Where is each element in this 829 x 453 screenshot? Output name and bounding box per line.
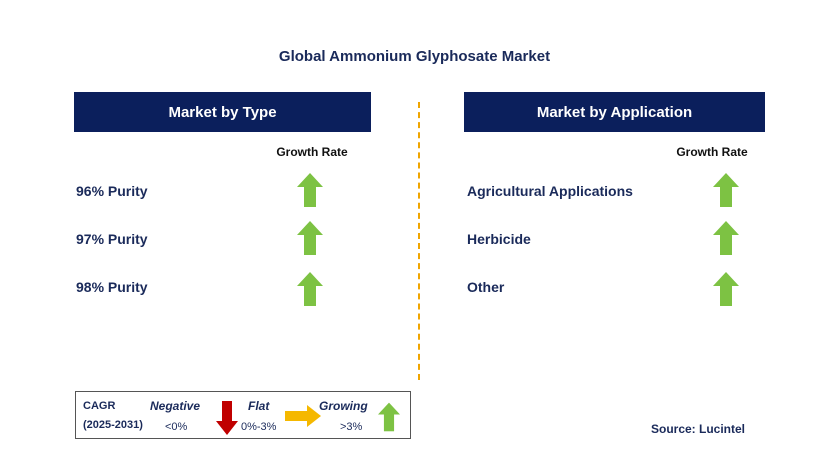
market-by-application-header: Market by Application [464,92,765,132]
arrow-up-icon [713,221,739,255]
application-item-agricultural: Agricultural Applications [467,183,633,199]
chart-title: Global Ammonium Glyphosate Market [278,48,551,65]
application-item-other: Other [467,279,505,295]
arrow-right-icon [285,405,321,427]
arrow-up-icon [297,272,323,306]
type-item-96-purity: 96% Purity [76,183,148,199]
arrow-up-icon [378,401,400,433]
market-by-type-header: Market by Type [74,92,371,132]
type-item-97-purity: 97% Purity [76,231,148,247]
arrow-up-icon [297,221,323,255]
legend-flat-range: 0%-3% [241,421,277,433]
application-item-herbicide: Herbicide [467,231,531,247]
arrow-up-icon [713,272,739,306]
legend-growing-range: >3% [340,421,363,433]
legend-negative-range: <0% [165,421,188,433]
arrow-down-icon [216,401,238,435]
legend-flat-label: Flat [248,399,270,413]
legend-negative-label: Negative [150,399,201,413]
left-growth-rate-label: Growth Rate [276,145,348,159]
right-growth-rate-label: Growth Rate [676,145,748,159]
legend-period: (2025-2031) [83,419,143,431]
panel-divider [418,102,420,380]
arrow-up-icon [713,173,739,207]
arrow-up-icon [297,173,323,207]
legend-growing-label: Growing [319,399,368,413]
cagr-legend: CAGR (2025-2031) Negative <0% Flat 0%-3%… [75,391,411,439]
source-label: Source: Lucintel [651,422,746,436]
legend-cagr-label: CAGR [83,400,116,412]
type-item-98-purity: 98% Purity [76,279,148,295]
